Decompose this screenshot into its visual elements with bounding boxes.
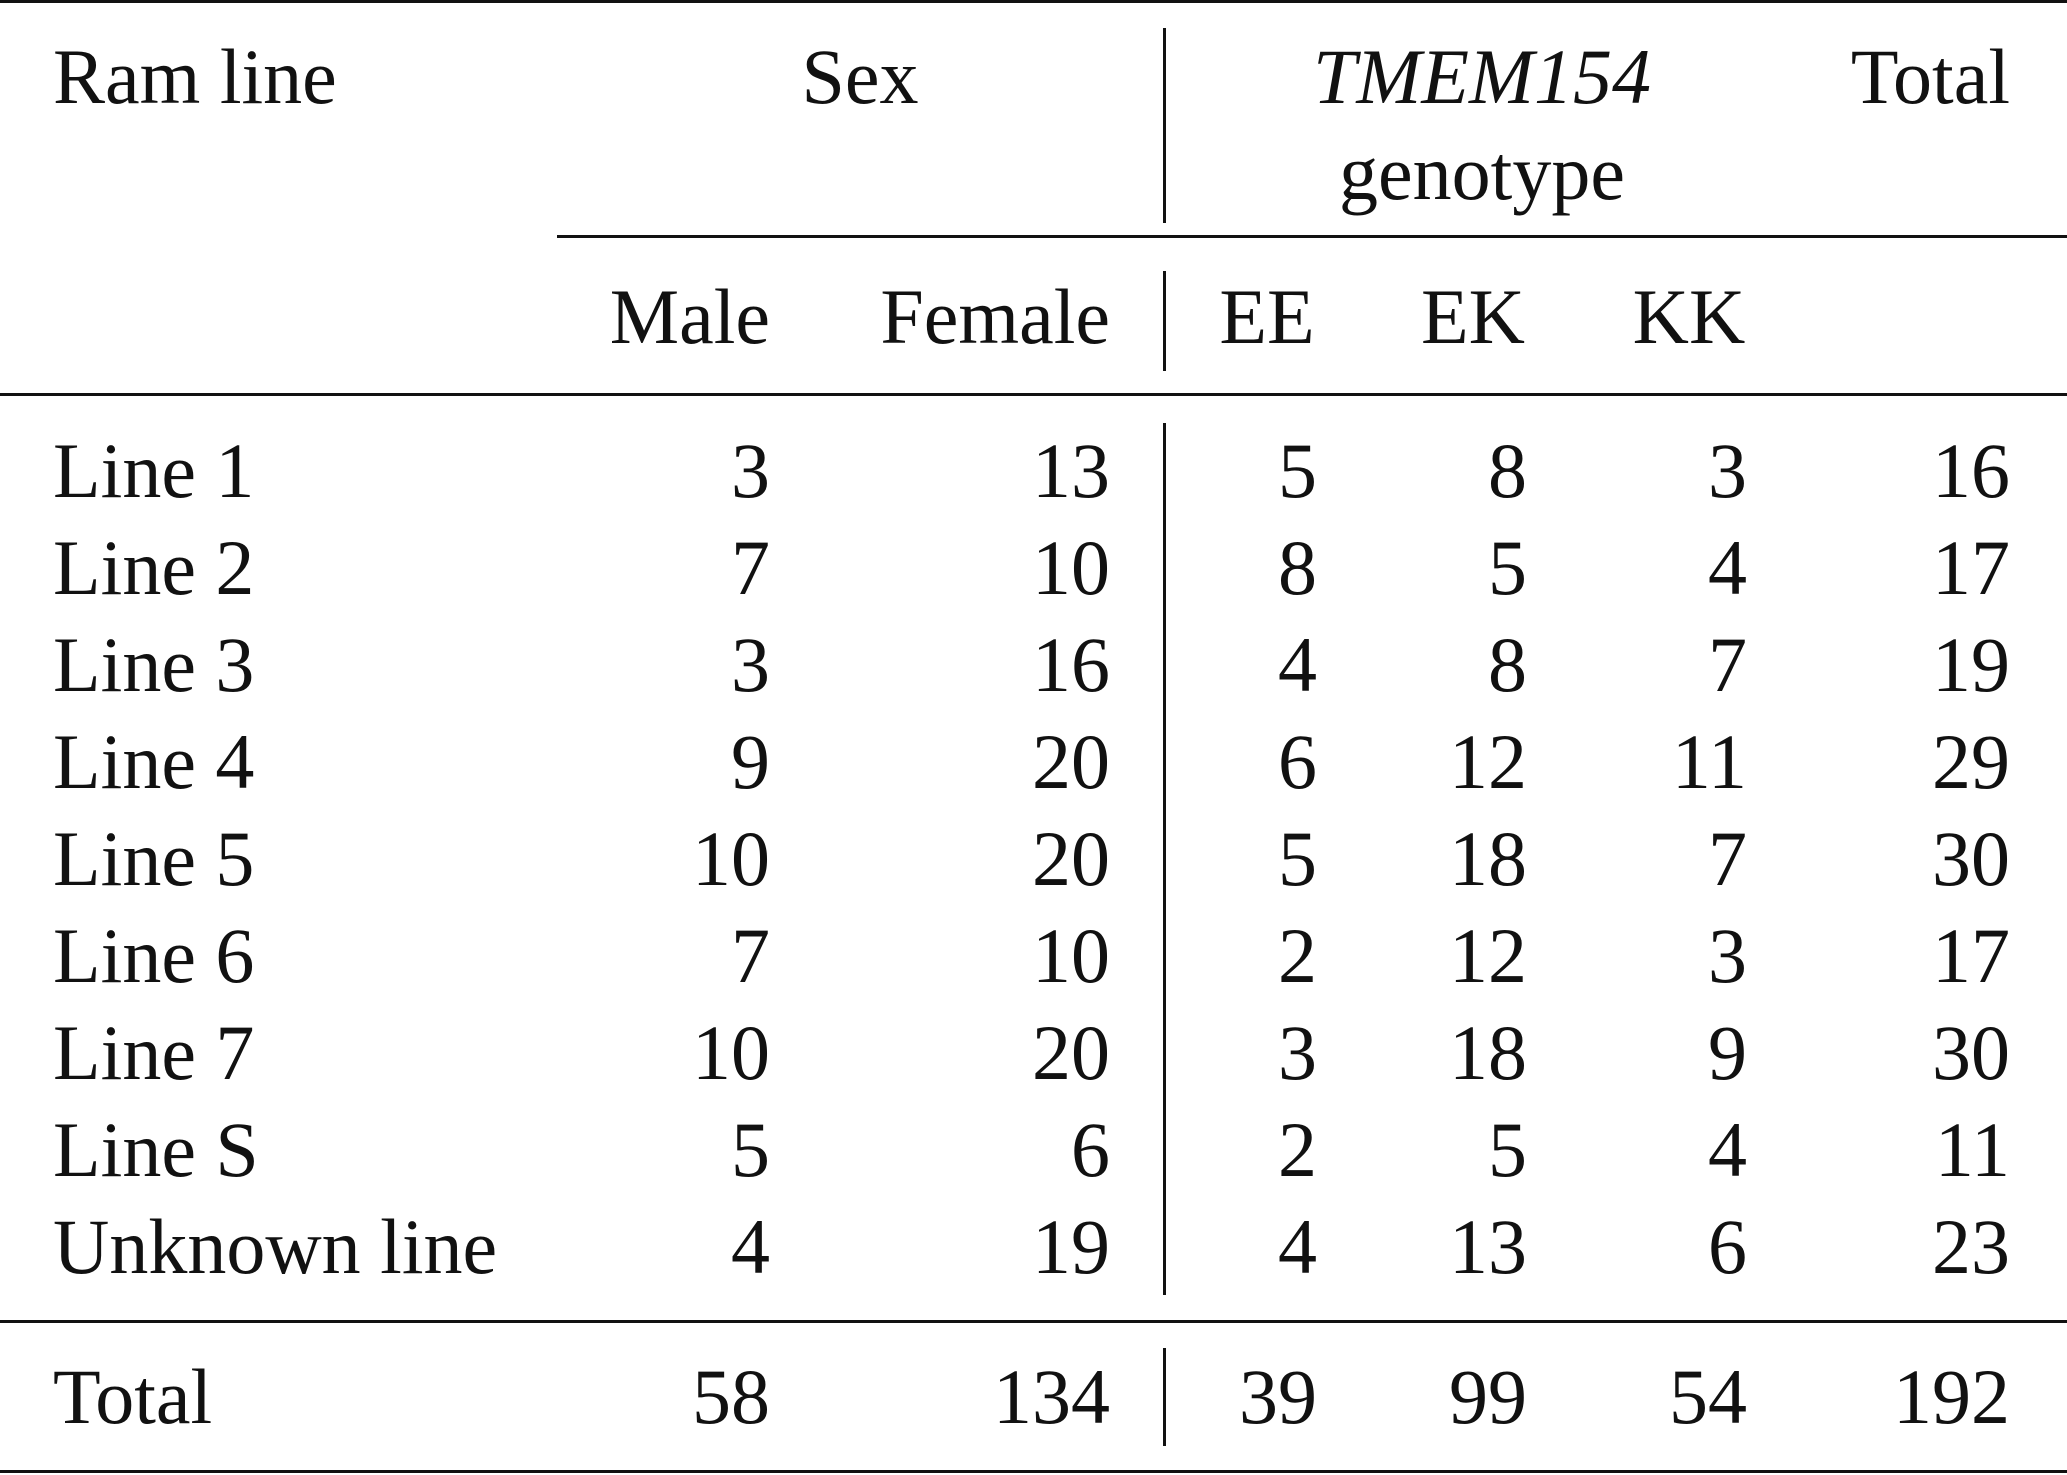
total-row-female: 134 <box>993 1353 1110 1440</box>
cell-female: 6 <box>1071 1106 1110 1193</box>
total-row-male: 58 <box>692 1353 770 1440</box>
row-label: Line 1 <box>53 427 255 514</box>
cell-kk: 9 <box>1708 1009 1747 1096</box>
cell-male: 7 <box>731 524 770 611</box>
cell-male: 4 <box>731 1203 770 1290</box>
row-label: Unknown line <box>53 1203 498 1290</box>
cell-ee: 2 <box>1278 1106 1317 1193</box>
sex-group-header: Sex <box>801 33 919 120</box>
total-row-label: Total <box>53 1353 213 1440</box>
cell-ek: 8 <box>1488 621 1527 708</box>
cell-male: 10 <box>692 815 770 902</box>
cell-ee: 6 <box>1278 718 1317 805</box>
cell-female: 10 <box>1032 524 1110 611</box>
cell-ek: 5 <box>1488 524 1527 611</box>
cell-female: 20 <box>1032 718 1110 805</box>
cell-ee: 8 <box>1278 524 1317 611</box>
kk-column-header: KK <box>1632 273 1746 360</box>
cell-ek: 8 <box>1488 427 1527 514</box>
cell-ee: 4 <box>1278 1203 1317 1290</box>
cell-female: 20 <box>1032 815 1110 902</box>
sex-genotype-divider-total <box>1163 1348 1166 1446</box>
total-row-ee: 39 <box>1239 1353 1317 1440</box>
cell-ee: 4 <box>1278 621 1317 708</box>
cell-kk: 6 <box>1708 1203 1747 1290</box>
cell-total: 16 <box>1932 427 2010 514</box>
cell-male: 3 <box>731 621 770 708</box>
cell-female: 10 <box>1032 912 1110 999</box>
cell-ek: 5 <box>1488 1106 1527 1193</box>
cell-total: 17 <box>1932 912 2010 999</box>
cell-ee: 5 <box>1278 815 1317 902</box>
cell-total: 11 <box>1934 1106 2010 1193</box>
sex-genotype-divider-body <box>1163 423 1166 1295</box>
cell-total: 29 <box>1932 718 2010 805</box>
cell-male: 7 <box>731 912 770 999</box>
female-column-header: Female <box>880 273 1110 360</box>
cell-total: 30 <box>1932 1009 2010 1096</box>
total-column-header: Total <box>1850 33 2010 120</box>
cell-kk: 7 <box>1708 815 1747 902</box>
row-label: Line 2 <box>53 524 255 611</box>
cell-female: 20 <box>1032 1009 1110 1096</box>
sex-genotype-divider-group-header <box>1163 28 1166 223</box>
row-label: Line 4 <box>53 718 255 805</box>
ee-column-header: EE <box>1219 273 1315 360</box>
cell-ee: 2 <box>1278 912 1317 999</box>
sex-genotype-divider-subheader <box>1163 271 1166 371</box>
total-row-total: 192 <box>1893 1353 2010 1440</box>
header-bottom-rule <box>0 393 2067 396</box>
cell-ek: 13 <box>1449 1203 1527 1290</box>
cell-kk: 7 <box>1708 621 1747 708</box>
cell-kk: 11 <box>1671 718 1747 805</box>
cell-female: 19 <box>1032 1203 1110 1290</box>
cell-male: 9 <box>731 718 770 805</box>
cell-female: 16 <box>1032 621 1110 708</box>
row-label: Line 7 <box>53 1009 255 1096</box>
cell-kk: 4 <box>1708 524 1747 611</box>
cell-kk: 3 <box>1708 427 1747 514</box>
body-bottom-rule <box>0 1320 2067 1323</box>
cell-total: 19 <box>1932 621 2010 708</box>
cell-ee: 5 <box>1278 427 1317 514</box>
cell-kk: 4 <box>1708 1106 1747 1193</box>
total-row-ek: 99 <box>1449 1353 1527 1440</box>
cell-male: 3 <box>731 427 770 514</box>
row-label: Line 6 <box>53 912 255 999</box>
row-label: Line S <box>53 1106 259 1193</box>
cell-total: 23 <box>1932 1203 2010 1290</box>
bottom-rule <box>0 1470 2067 1473</box>
cell-ek: 12 <box>1449 912 1527 999</box>
cell-total: 17 <box>1932 524 2010 611</box>
cell-female: 13 <box>1032 427 1110 514</box>
group-underline-rule <box>557 235 2067 238</box>
cell-male: 10 <box>692 1009 770 1096</box>
genotype-group-header-gene: TMEM154 <box>1313 33 1651 120</box>
row-label: Line 3 <box>53 621 255 708</box>
cell-ee: 3 <box>1278 1009 1317 1096</box>
cell-total: 30 <box>1932 815 2010 902</box>
ek-column-header: EK <box>1421 273 1525 360</box>
cell-male: 5 <box>731 1106 770 1193</box>
top-rule <box>0 0 2067 3</box>
stub-header: Ram line <box>53 33 337 120</box>
cell-ek: 18 <box>1449 815 1527 902</box>
cell-ek: 12 <box>1449 718 1527 805</box>
total-row-kk: 54 <box>1669 1353 1747 1440</box>
genotype-group-header-label: genotype <box>1339 129 1625 216</box>
cell-ek: 18 <box>1449 1009 1527 1096</box>
male-column-header: Male <box>609 273 770 360</box>
row-label: Line 5 <box>53 815 255 902</box>
cell-kk: 3 <box>1708 912 1747 999</box>
